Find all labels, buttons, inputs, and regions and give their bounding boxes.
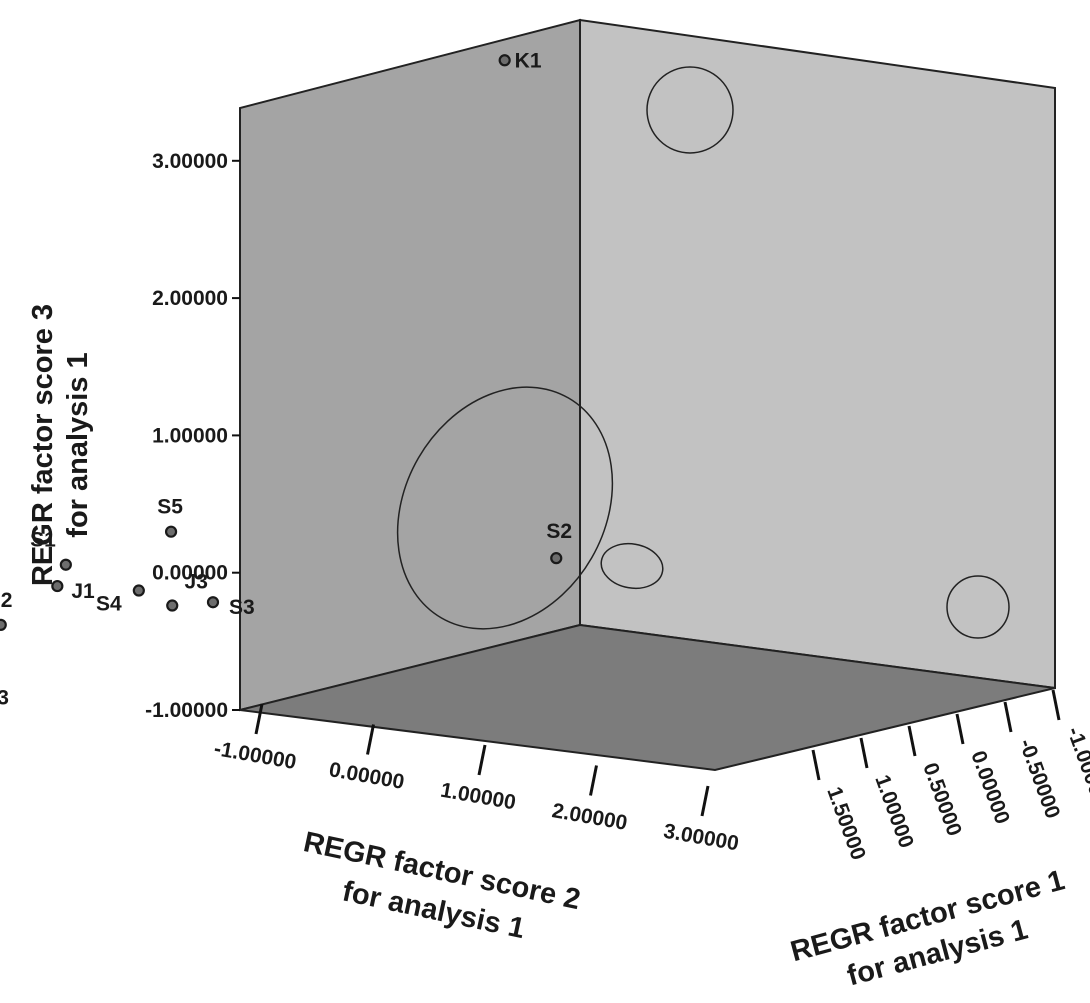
point-label-k1: K1 xyxy=(515,49,542,72)
cluster-outline-main xyxy=(396,386,614,630)
point-s3 xyxy=(206,596,220,609)
z-tick-label: 3.00000 xyxy=(152,150,228,173)
z-axis-ticks: 3.00000 2.00000 1.00000 0.00000 -1.00000 xyxy=(145,150,240,722)
point-s4 xyxy=(132,584,145,597)
x-tick-label: -0.50000 xyxy=(1014,736,1064,822)
y-tick-label: 1.00000 xyxy=(439,779,518,815)
z-axis-title: REGR factor score 3 for analysis 1 xyxy=(27,304,94,586)
cluster-outlines xyxy=(396,66,1010,639)
x-tick-label: 1.00000 xyxy=(870,772,918,851)
point-label-s3: S3 xyxy=(229,596,255,619)
y-tick-mark xyxy=(477,744,487,776)
y-tick-label: 2.00000 xyxy=(550,799,629,835)
z-axis-title-line2: for analysis 1 xyxy=(62,352,94,537)
z-tick-label: 2.00000 xyxy=(152,287,228,310)
right-wall xyxy=(579,18,1056,690)
y-tick-label: 3.00000 xyxy=(662,820,741,856)
z-axis-title-line1: REGR factor score 3 xyxy=(27,304,59,586)
y-tick-mark xyxy=(589,765,598,796)
x-tick-mark xyxy=(811,749,821,781)
floor xyxy=(239,623,1056,772)
y-axis-title: REGR factor score 2 for analysis 1 xyxy=(301,826,584,945)
x-tick-label: 1.50000 xyxy=(822,784,870,863)
y-tick-mark xyxy=(700,785,710,817)
point-label-s4: S4 xyxy=(96,593,122,616)
point-label-s2: S2 xyxy=(546,520,572,543)
x-tick-mark xyxy=(955,713,965,745)
cluster-outline-s2 xyxy=(946,575,1010,639)
z-tick-label: 1.00000 xyxy=(152,424,228,447)
x-tick-label: 0.00000 xyxy=(966,748,1014,827)
left-wall xyxy=(239,18,581,712)
x-axis-title: REGR factor score 1 for analysis 1 xyxy=(787,864,1068,992)
y-tick-label: 0.00000 xyxy=(327,758,406,794)
x-tick-mark xyxy=(907,725,917,757)
point-label-j3: J3 xyxy=(185,571,208,594)
y-tick-label: -1.00000 xyxy=(212,737,298,774)
x-tick-label: 0.50000 xyxy=(918,760,966,839)
point-j1 xyxy=(51,579,64,593)
z-tick-label: -1.00000 xyxy=(145,699,228,722)
y-tick-mark xyxy=(254,703,264,735)
point-label-j1: J1 xyxy=(71,580,95,603)
cluster-outline-k1 xyxy=(646,66,734,154)
z-tick-label: 0.00000 xyxy=(152,562,228,585)
point-s5 xyxy=(164,525,178,538)
point-label-s5: S5 xyxy=(157,496,183,519)
x-tick-label: -1.00000 xyxy=(1062,724,1090,810)
y-tick-mark xyxy=(366,724,375,755)
point-j2 xyxy=(0,618,7,631)
point-label-s1: S1 xyxy=(30,529,56,552)
x-tick-mark xyxy=(859,737,869,769)
point-j3 xyxy=(166,599,179,612)
point-label-j2: J2 xyxy=(0,589,12,612)
cluster-outline-j3-s3 xyxy=(600,542,664,590)
point-label-k3: K3 xyxy=(0,686,9,709)
point-k1 xyxy=(498,54,511,67)
point-s1 xyxy=(59,558,72,571)
point-s2 xyxy=(550,552,563,565)
x-tick-mark xyxy=(1051,689,1061,721)
x-tick-mark xyxy=(1003,701,1013,733)
data-points: K1S1S5J1J2S4K2K3J3S3S2 xyxy=(0,49,572,709)
